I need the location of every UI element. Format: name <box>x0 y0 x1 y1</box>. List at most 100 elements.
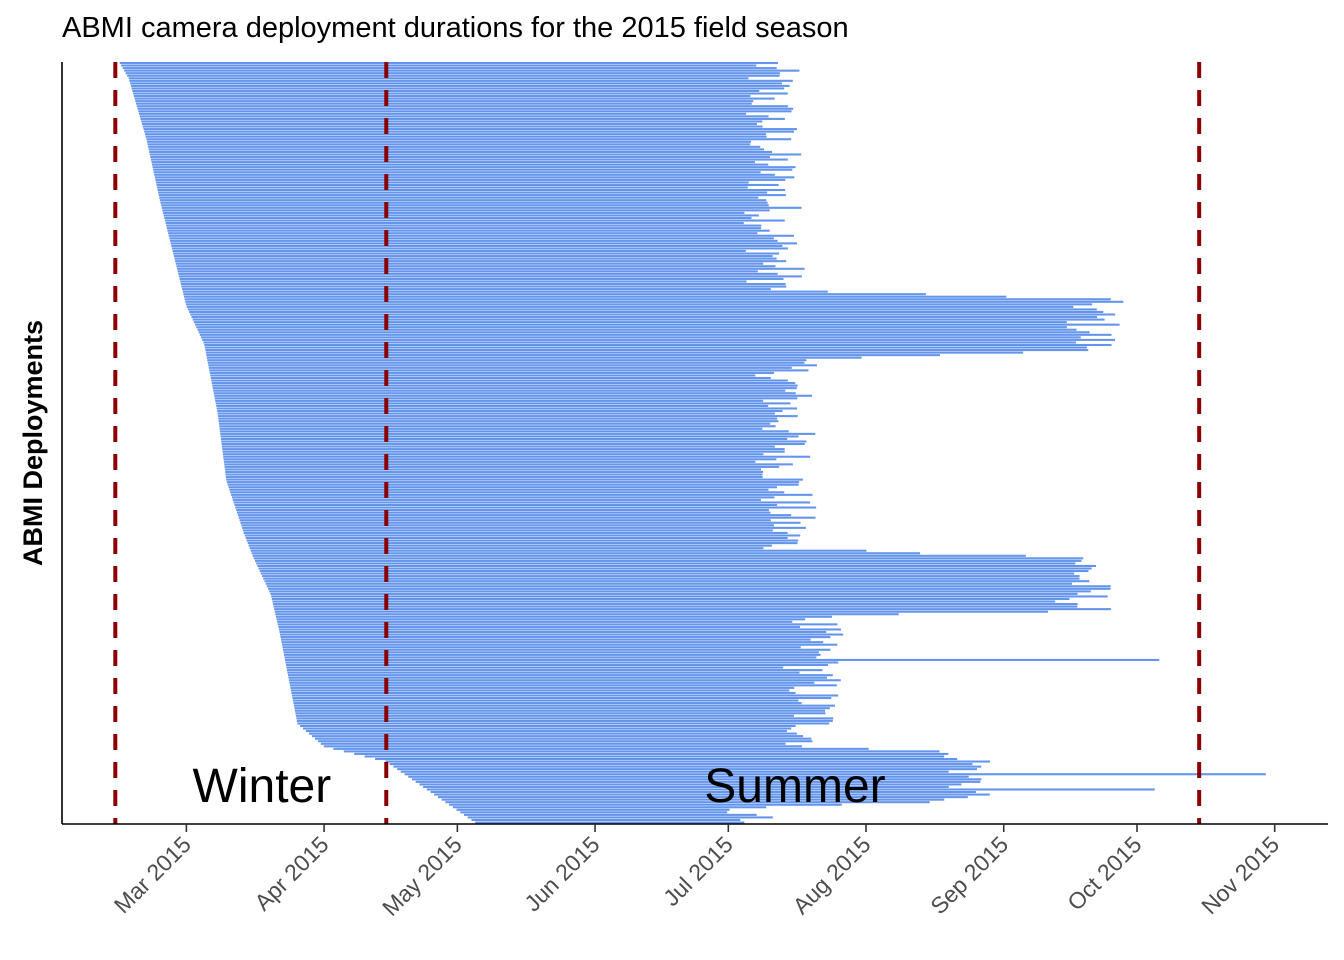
deployment-bar <box>254 559 1082 562</box>
deployment-bar <box>294 707 830 710</box>
deployment-bar <box>220 437 788 440</box>
deployment-bar <box>289 681 815 684</box>
deployment-bar <box>243 531 788 534</box>
deployment-bar <box>223 460 756 463</box>
deployment-bar <box>177 270 758 273</box>
deployment-bar <box>281 638 811 641</box>
deployment-bar <box>144 130 795 133</box>
deployment-bar <box>173 252 780 255</box>
deployment-bar <box>193 321 1067 324</box>
deployment-bar <box>141 120 763 123</box>
deployment-bar <box>218 420 779 423</box>
deployment-bar <box>153 168 793 171</box>
deployment-bar <box>127 74 780 77</box>
deployment-bar <box>220 435 799 438</box>
deployment-bar <box>168 234 794 237</box>
deployment-bar <box>218 422 771 425</box>
deployment-bar <box>249 547 764 550</box>
deployment-bar <box>165 222 744 225</box>
deployment-bar <box>277 620 793 623</box>
deployment-bar <box>258 567 1092 570</box>
deployment-bar <box>221 445 775 448</box>
deployment-bar <box>130 84 790 87</box>
deployment-bar <box>182 290 828 293</box>
deployment-bar <box>133 95 751 98</box>
deployment-bar <box>235 506 817 509</box>
deployment-bar <box>147 140 752 143</box>
deployment-bar <box>215 402 791 405</box>
deployment-bar <box>185 303 1093 306</box>
deployment-bar <box>293 704 835 707</box>
deployment-bar <box>157 189 786 192</box>
deployment-bar <box>375 757 958 761</box>
deployment-bar <box>434 793 990 796</box>
deployment-bar <box>121 64 757 67</box>
deployment-bar <box>212 384 798 387</box>
deployment-bar <box>251 552 921 555</box>
deployment-bar <box>333 747 869 750</box>
deployment-bar <box>266 585 1111 588</box>
deployment-bar <box>222 450 785 453</box>
deployment-bar <box>175 262 764 265</box>
deployment-bar <box>172 249 746 253</box>
deployment-bar <box>212 387 797 390</box>
deployment-bar <box>220 432 816 435</box>
deployment-bar <box>183 293 926 296</box>
deployment-bar <box>152 166 796 169</box>
deployment-bar <box>159 196 759 199</box>
deployment-bar <box>296 717 834 720</box>
deployment-bar <box>178 272 778 275</box>
deployment-bar <box>441 798 945 801</box>
season-label: Summer <box>704 760 885 813</box>
deployment-bar <box>278 625 800 628</box>
x-tick-label: Jun 2015 <box>519 831 604 916</box>
deployment-bar <box>272 600 1056 603</box>
deployment-bar <box>155 178 786 181</box>
deployment-bar <box>138 110 792 113</box>
deployment-bar <box>164 219 785 222</box>
deployment-bar <box>393 765 982 768</box>
deployment-bar <box>252 554 1026 557</box>
deployment-bar <box>273 605 1078 608</box>
deployment-bar <box>297 722 830 725</box>
deployment-bar <box>463 813 757 816</box>
deployment-bar <box>239 519 771 522</box>
deployment-bar <box>208 364 817 367</box>
deployment-bar <box>209 371 775 374</box>
deployment-bar <box>130 82 782 85</box>
deployment-bar <box>224 468 761 471</box>
deployment-bar <box>415 780 981 783</box>
deployment-bar <box>389 763 973 766</box>
deployment-bar <box>143 128 797 131</box>
deployment-bar <box>173 255 773 258</box>
deployment-bar <box>207 359 807 362</box>
deployment-bar <box>142 125 763 128</box>
deployment-bar <box>198 331 1090 334</box>
x-tick-label: Nov 2015 <box>1196 831 1284 919</box>
deployment-bar <box>176 265 776 268</box>
deployment-bar <box>164 216 752 220</box>
deployment-bar <box>430 790 976 794</box>
deployment-bar <box>231 493 813 496</box>
deployment-bar <box>223 455 811 458</box>
deployment-bar <box>151 161 756 164</box>
deployment-bar <box>323 745 802 748</box>
deployment-bar <box>290 686 795 689</box>
deployment-bar <box>269 590 1091 593</box>
deployment-bar <box>237 514 792 517</box>
deployment-bar <box>285 661 839 664</box>
deployment-bar <box>225 476 763 479</box>
deployment-bar <box>260 572 1075 575</box>
deployment-bar <box>162 209 770 212</box>
deployment-bar <box>214 394 813 397</box>
deployment-bar <box>250 549 867 552</box>
deployment-bar <box>233 501 811 504</box>
deployment-bar <box>449 803 842 806</box>
deployment-bar <box>456 808 730 811</box>
deployment-bar <box>158 194 786 197</box>
deployment-bar <box>256 562 1076 565</box>
deployment-bar <box>189 310 1104 313</box>
deployment-bar <box>467 816 773 819</box>
deployment-bar <box>282 643 838 646</box>
